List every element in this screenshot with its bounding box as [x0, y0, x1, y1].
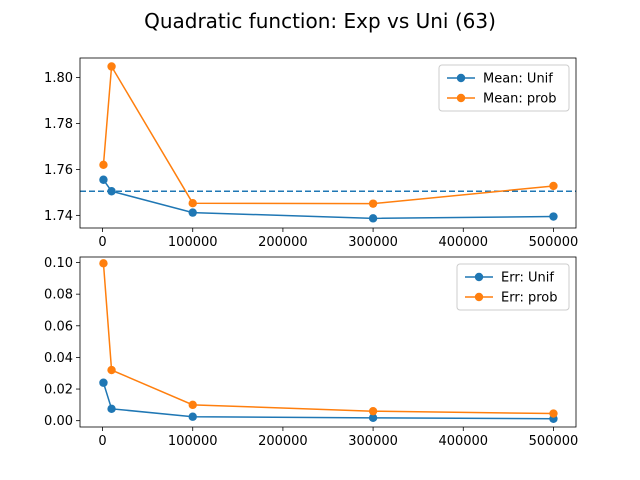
y-tick-label: 1.80	[44, 71, 73, 86]
y-tick-label: 0.04	[44, 351, 73, 366]
data-point	[368, 413, 378, 423]
x-tick-label: 300000	[348, 235, 398, 250]
bottom-chart-error: 0 100000 200000 300000 400000 500000 0.00 0.02 0…	[44, 256, 578, 449]
legend-swatch-marker	[474, 292, 484, 302]
data-point	[99, 259, 108, 268]
y-tick-label: 1.74	[44, 209, 73, 224]
data-point	[107, 404, 116, 414]
y-tick-label: 0.06	[44, 319, 73, 334]
x-tick-label: 100000	[168, 235, 218, 250]
y-tick-label: 0.08	[44, 288, 73, 303]
data-point	[549, 181, 558, 191]
x-tick-label: 200000	[258, 434, 308, 449]
y-tick-label: 0.00	[44, 414, 73, 429]
data-point	[368, 214, 378, 223]
data-point	[188, 400, 197, 410]
legend-err-unif: Err: Unif	[501, 271, 554, 286]
x-tick-label: 400000	[438, 235, 488, 250]
y-tick-label: 0.02	[44, 383, 73, 398]
data-point	[549, 409, 558, 418]
axes-frame	[79, 57, 577, 229]
x-tick-label: 100000	[168, 434, 218, 449]
x-tick-label: 200000	[258, 235, 308, 250]
top-chart-mean: 0 100000 200000 300000 400000 500000 1.74 1.76 1…	[44, 57, 579, 250]
y-tick-label: 1.76	[44, 163, 73, 178]
x-tick-label: 500000	[529, 235, 579, 250]
data-point	[368, 406, 378, 416]
data-point	[188, 198, 197, 208]
legend-err-prob: Err: prob	[501, 291, 557, 306]
data-point	[99, 378, 108, 387]
legend: Err: Unif Err: prob	[456, 263, 570, 311]
legend-swatch-marker	[474, 272, 484, 282]
y-tick-label: 0.10	[44, 256, 73, 271]
x-tick-label: 400000	[438, 434, 488, 449]
data-point	[107, 62, 116, 71]
data-point	[188, 208, 197, 217]
axes-frame	[79, 256, 577, 428]
data-point	[99, 175, 108, 184]
x-tick-label: 0	[98, 434, 106, 449]
data-point	[99, 160, 108, 170]
x-tick-label: 0	[98, 235, 106, 250]
legend-swatch-marker	[456, 93, 466, 103]
legend-swatch-marker	[456, 73, 466, 83]
legend: Mean: Unif Mean: prob	[438, 64, 570, 112]
data-point	[368, 199, 378, 208]
y-tick-label: 1.78	[44, 117, 73, 132]
legend-box	[438, 64, 570, 112]
legend-box	[456, 263, 570, 311]
data-point	[107, 187, 116, 196]
figure-title: Quadratic function: Exp vs Uni (63)	[144, 9, 496, 33]
x-tick-label: 300000	[348, 434, 398, 449]
data-point	[107, 365, 116, 375]
x-tick-label: 500000	[529, 434, 579, 449]
data-point	[188, 412, 197, 421]
legend-mean-prob: Mean: prob	[483, 92, 556, 107]
data-point	[549, 212, 558, 221]
legend-mean-unif: Mean: Unif	[483, 72, 553, 87]
